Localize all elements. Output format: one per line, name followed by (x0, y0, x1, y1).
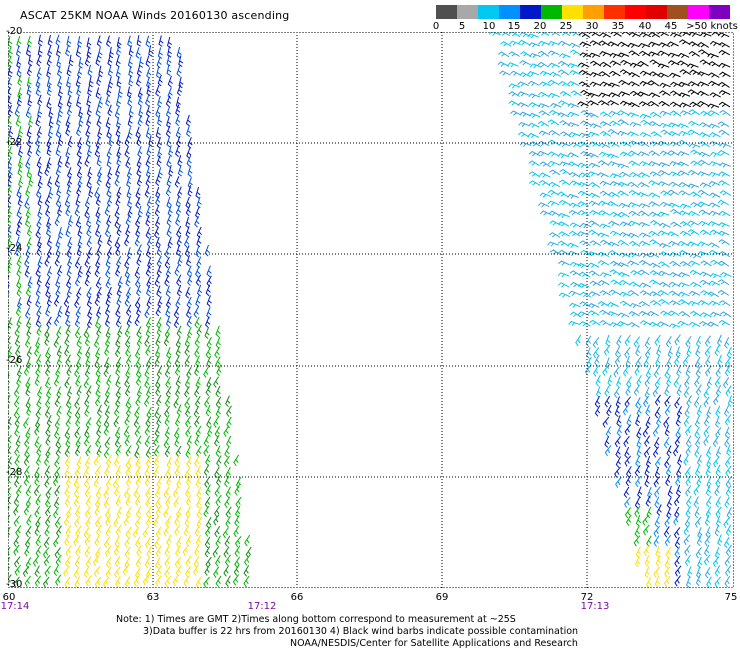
wind-barbs-layer (8, 32, 733, 588)
legend-swatch (667, 5, 688, 19)
lon-label: 69 (435, 592, 449, 603)
note-line: NOAA/NESDIS/Center for Satellite Applica… (290, 638, 578, 649)
legend-swatch (520, 5, 541, 19)
note-line: 3)Data buffer is 22 hrs from 20160130 4)… (143, 626, 579, 637)
legend-label: 40 (638, 21, 652, 32)
lat-label: -26 (6, 355, 23, 366)
legend-label: >50 knots (686, 21, 738, 32)
wind-speed-legend: 0 5 10 15 20 25 30 35 40 45 >50 knots (432, 5, 738, 35)
lon-label: 60 (2, 592, 16, 603)
lat-lon-grid (8, 32, 734, 588)
lat-label: -30 (6, 579, 23, 590)
legend-label: 0 (432, 21, 440, 32)
legend-label: 20 (533, 21, 547, 32)
legend-swatch (709, 5, 730, 19)
legend-color-bar (436, 5, 730, 19)
legend-swatch (562, 5, 583, 19)
legend-swatch (646, 5, 667, 19)
pass-time-label: 17:14 (0, 601, 30, 612)
legend-swatch (541, 5, 562, 19)
legend-label: 15 (507, 21, 521, 32)
map-title: ASCAT 25KM NOAA Winds 20160130 ascending (20, 9, 290, 22)
legend-swatch (499, 5, 520, 19)
legend-swatch (688, 5, 709, 19)
legend-swatch (478, 5, 499, 19)
legend-label: 45 (664, 21, 678, 32)
legend-swatch (625, 5, 646, 19)
legend-swatch (604, 5, 625, 19)
lat-label: -20 (6, 26, 23, 37)
legend-swatch (457, 5, 478, 19)
legend-label: 35 (611, 21, 625, 32)
legend-label: 5 (458, 21, 466, 32)
lat-label: -22 (6, 137, 23, 148)
legend-label: 30 (585, 21, 599, 32)
note-line: Note: 1) Times are GMT 2)Times along bot… (116, 614, 516, 625)
legend-swatch (436, 5, 457, 19)
lon-label: 63 (146, 592, 160, 603)
legend-label: 25 (559, 21, 573, 32)
lon-label: 75 (724, 592, 738, 603)
pass-time-label: 17:12 (247, 601, 277, 612)
wind-barb-map (8, 32, 734, 588)
lon-label: 66 (290, 592, 304, 603)
lat-label: -28 (6, 467, 23, 478)
pass-time-label: 17:13 (580, 601, 610, 612)
lat-label: -24 (6, 243, 23, 254)
legend-label: 10 (482, 21, 496, 32)
lon-label: 72 (580, 592, 594, 603)
legend-swatch (583, 5, 604, 19)
map-frame (8, 32, 734, 588)
